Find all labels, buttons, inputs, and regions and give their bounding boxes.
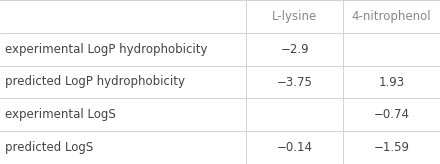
Text: experimental LogP hydrophobicity: experimental LogP hydrophobicity	[5, 43, 208, 56]
Text: −2.9: −2.9	[280, 43, 309, 56]
Text: −0.74: −0.74	[374, 108, 410, 121]
Text: −1.59: −1.59	[374, 141, 410, 154]
Text: 4-nitrophenol: 4-nitrophenol	[352, 10, 431, 23]
Text: −0.14: −0.14	[277, 141, 313, 154]
Text: predicted LogP hydrophobicity: predicted LogP hydrophobicity	[5, 75, 185, 89]
Text: −3.75: −3.75	[277, 75, 313, 89]
Text: experimental LogS: experimental LogS	[5, 108, 116, 121]
Text: 1.93: 1.93	[378, 75, 405, 89]
Text: L-lysine: L-lysine	[272, 10, 317, 23]
Text: predicted LogS: predicted LogS	[5, 141, 94, 154]
